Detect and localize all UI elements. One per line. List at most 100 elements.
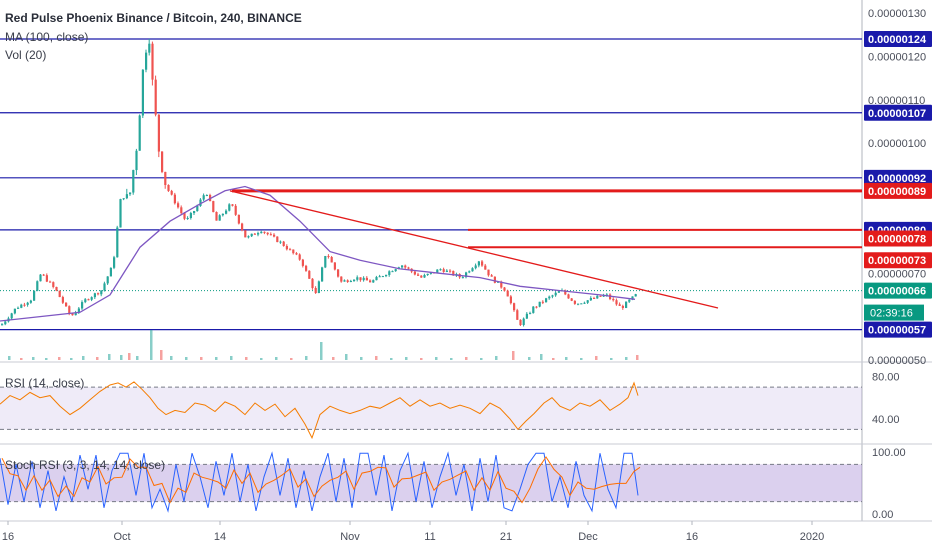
volume-bar (290, 358, 293, 360)
candle (583, 302, 586, 304)
volume-bar (245, 357, 248, 360)
volume-bar (128, 353, 131, 360)
volume-bar (170, 356, 173, 360)
volume-bar (96, 357, 99, 360)
candle (154, 79, 157, 115)
volume-bar (495, 356, 498, 360)
candle (353, 279, 356, 282)
candle (311, 278, 314, 289)
candle (260, 231, 263, 234)
candle (138, 115, 141, 151)
candle (404, 265, 407, 268)
candle (337, 269, 340, 277)
candle (385, 274, 388, 277)
candle (407, 267, 410, 269)
candle (161, 151, 164, 172)
candle (532, 306, 535, 313)
candle (369, 280, 372, 283)
candle (356, 277, 359, 280)
candle (119, 199, 122, 228)
stoch-rsi-legend[interactable]: Stoch RSI (3, 3, 14, 14, close) (5, 458, 166, 472)
candle (241, 223, 244, 231)
stoch-tick: 0.00 (872, 509, 893, 521)
candle (125, 194, 128, 199)
price-level-label (864, 230, 932, 247)
candle (109, 267, 112, 277)
candle (90, 297, 93, 300)
volume-bar (625, 357, 628, 360)
candle (349, 281, 352, 283)
candle (77, 308, 80, 313)
volume-bar (200, 357, 203, 360)
candle (503, 287, 506, 291)
candle (506, 290, 509, 297)
volume-bar (305, 356, 308, 360)
candle (413, 271, 416, 275)
candle (490, 275, 493, 277)
volume-bar (32, 357, 35, 360)
candle (535, 306, 538, 308)
volume-bar (185, 357, 188, 360)
candle (343, 280, 346, 282)
price-scale-tick: 0.00000050 (868, 355, 926, 367)
candle (324, 256, 327, 268)
time-axis-tick: 21 (500, 531, 512, 543)
volume-bar (390, 358, 393, 360)
candle (151, 43, 154, 80)
volume-bar (610, 358, 613, 360)
price-level-label (864, 104, 932, 121)
candle (71, 313, 74, 316)
candle (461, 277, 464, 279)
candle (551, 295, 554, 297)
candle (538, 301, 541, 307)
candle (298, 254, 301, 260)
candle (173, 194, 176, 204)
candle (381, 276, 384, 278)
volume-bar (405, 357, 408, 360)
candle (634, 294, 637, 297)
volume-bar (160, 350, 163, 360)
candle (52, 282, 55, 287)
candle (465, 272, 468, 278)
volume-bar (230, 356, 233, 360)
volume-bar (512, 351, 515, 360)
candle (157, 114, 160, 152)
volume-bar (375, 356, 378, 360)
candle (36, 281, 39, 291)
candle (244, 230, 247, 238)
candle (420, 275, 423, 278)
candle (10, 313, 13, 319)
price-level-text: 0.00000092 (868, 173, 926, 185)
candle (180, 207, 183, 214)
volume-bar (45, 358, 48, 360)
candle (500, 281, 503, 288)
stoch-d-line (1, 456, 641, 504)
trendline (229, 190, 719, 309)
volume-legend[interactable]: Vol (20) (5, 48, 47, 62)
ma-legend[interactable]: MA (100, close) (5, 30, 89, 44)
candle (263, 231, 266, 233)
time-axis-tick: Nov (340, 531, 360, 543)
candle (631, 296, 634, 300)
candle (401, 265, 404, 268)
rsi-legend[interactable]: RSI (14, close) (5, 376, 85, 390)
candle (164, 171, 167, 186)
price-scale-tick: 0.00000070 (868, 268, 926, 280)
candle (13, 308, 16, 314)
volume-bar (260, 358, 263, 360)
candle (257, 233, 260, 235)
candle (589, 298, 592, 301)
candle (231, 204, 234, 206)
candle (132, 170, 135, 193)
volume-bar (595, 356, 598, 360)
candle (33, 290, 36, 301)
candle (513, 303, 516, 311)
candle (269, 234, 272, 236)
volume-bar (332, 357, 335, 360)
candle (295, 253, 298, 255)
price-level-text: 0.00000107 (868, 108, 926, 120)
volume-bar (528, 357, 531, 360)
candle (61, 297, 64, 303)
